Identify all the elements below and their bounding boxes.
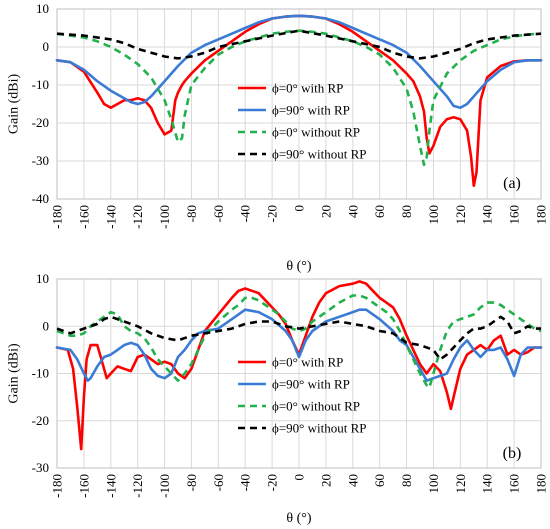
x-tick-label: -180 — [50, 474, 65, 498]
x-tick-label: -20 — [265, 474, 280, 491]
x-tick-label: 80 — [399, 205, 414, 218]
x-tick-label: -160 — [76, 205, 91, 229]
x-tick-label: -80 — [184, 205, 199, 222]
x-tick-label: -40 — [238, 205, 253, 222]
y-tick-label: -10 — [32, 366, 49, 381]
y-tick-label: 0 — [43, 39, 50, 54]
plot-area — [56, 278, 542, 469]
y-tick-label: -30 — [32, 460, 49, 475]
x-tick-label: 140 — [480, 205, 495, 225]
x-tick-label: 0 — [292, 474, 307, 481]
x-tick-label: 160 — [507, 205, 522, 225]
y-axis-label: Gain (dBi) — [7, 343, 22, 404]
y-axis-label: Gain (dBi) — [7, 74, 22, 135]
x-tick-label: 60 — [372, 205, 387, 218]
x-tick-label: -140 — [103, 474, 118, 498]
series-line-2 — [55, 308, 543, 382]
x-axis-label: θ (°) — [286, 259, 311, 274]
legend-entry: ϕ=0° with RP — [272, 81, 343, 96]
y-tick-label: -40 — [32, 191, 49, 206]
x-tick-label: 40 — [345, 474, 360, 487]
x-tick-label: 100 — [426, 205, 441, 225]
legend-entry: ϕ=0° without RP — [272, 125, 360, 140]
x-tick-label: -20 — [265, 205, 280, 222]
x-tick-label: 120 — [453, 474, 468, 494]
series-line-3 — [56, 294, 542, 390]
x-tick-label: 140 — [480, 474, 495, 494]
y-tick-label: -10 — [32, 77, 49, 92]
series-line-3 — [56, 29, 542, 167]
y-tick-label: -20 — [32, 413, 49, 428]
x-tick-label: 120 — [453, 205, 468, 225]
plot-area — [56, 8, 542, 200]
y-tick-label: 10 — [36, 1, 49, 16]
x-tick-label: 160 — [507, 474, 522, 494]
legend-entry: ϕ=0° without RP — [272, 399, 360, 414]
x-tick-label: 60 — [372, 474, 387, 487]
x-tick-label: -60 — [211, 205, 226, 222]
x-tick-label: 180 — [534, 205, 549, 225]
x-tick-label: -80 — [184, 474, 199, 491]
x-tick-label: -100 — [157, 205, 172, 229]
x-tick-label: 100 — [426, 474, 441, 494]
x-tick-label: -180 — [50, 205, 65, 229]
x-tick-label: -140 — [103, 205, 118, 229]
x-tick-label: -120 — [130, 205, 145, 229]
legend-entry: ϕ=90° with RP — [272, 103, 350, 118]
y-tick-label: 10 — [36, 271, 49, 286]
x-tick-label: 80 — [399, 474, 414, 487]
series-line-4 — [56, 315, 541, 361]
legend-entry: ϕ=90° with RP — [272, 377, 350, 392]
x-tick-label: -100 — [157, 474, 172, 498]
legend-entry: ϕ=0° with RP — [272, 355, 343, 370]
x-tick-label: 20 — [318, 205, 333, 218]
x-tick-label: 40 — [345, 205, 360, 218]
panel-label: (b) — [503, 445, 522, 462]
x-tick-label: -160 — [76, 474, 91, 498]
legend-entry: ϕ=90° without RP — [272, 421, 367, 436]
x-tick-label: 20 — [318, 474, 333, 487]
x-tick-label: 180 — [534, 474, 549, 494]
panel-label: (a) — [503, 175, 521, 192]
x-tick-label: -40 — [238, 474, 253, 491]
x-tick-label: -60 — [211, 474, 226, 491]
x-tick-label: 0 — [292, 205, 307, 212]
x-tick-label: -120 — [130, 474, 145, 498]
y-tick-label: -20 — [32, 115, 49, 130]
y-tick-label: -30 — [32, 153, 49, 168]
y-tick-label: 0 — [43, 318, 50, 333]
series-line-2 — [55, 14, 543, 110]
series-line-4 — [56, 29, 542, 60]
x-axis-label: θ (°) — [286, 511, 311, 526]
legend-entry: ϕ=90° without RP — [272, 147, 367, 162]
